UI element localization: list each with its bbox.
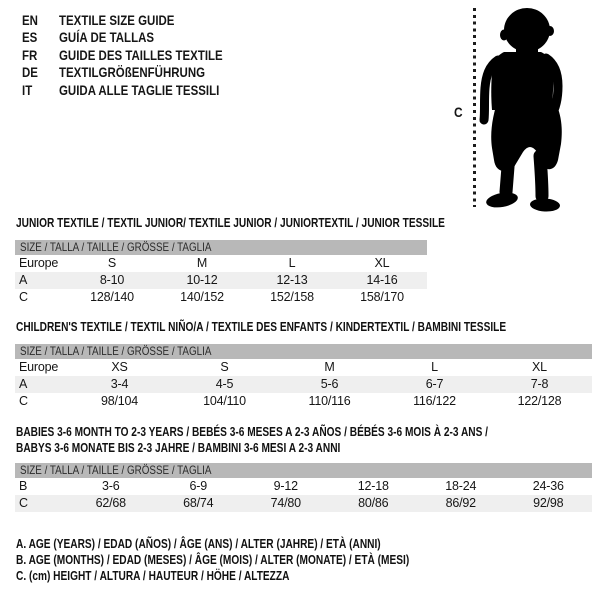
size-cell: 24-36 (532, 479, 564, 493)
language-code: DE (22, 64, 38, 81)
size-cell: S (107, 256, 117, 270)
language-code: ES (22, 29, 38, 46)
heading-line: JUNIOR TEXTILE / TEXTIL JUNIOR/ TEXTILE … (16, 215, 445, 230)
size-cell: 104/110 (203, 394, 246, 408)
size-cell: XL (374, 256, 390, 270)
size-cell: 3-4 (110, 377, 129, 391)
babies-size-table: SIZE / TALLA / TAILLE / GRÖSSE / TAGLIA … (15, 463, 592, 512)
table-header-text: SIZE / TALLA / TAILLE / GRÖSSE / TAGLIA (20, 463, 212, 477)
section-heading-babies: BABIES 3-6 MONTH TO 2-3 YEARS / BEBÉS 3-… (16, 424, 488, 456)
size-cell: 6-7 (425, 377, 444, 391)
heading-line: BABIES 3-6 MONTH TO 2-3 YEARS / BEBÉS 3-… (16, 424, 488, 439)
size-cell: XS (111, 360, 128, 374)
size-cell: 12-13 (276, 273, 308, 287)
language-code: FR (22, 46, 38, 63)
section-heading-children: CHILDREN'S TEXTILE / TEXTIL NIÑO/A / TEX… (16, 319, 506, 335)
size-cell: 6-9 (189, 479, 208, 493)
size-cell: 116/122 (413, 394, 456, 408)
size-cell: 74/80 (270, 496, 301, 510)
size-cell: 110/116 (308, 394, 351, 408)
size-cell: L (288, 256, 296, 270)
size-cell: 18-24 (445, 479, 477, 493)
table-header-text: SIZE / TALLA / TAILLE / GRÖSSE / TAGLIA (20, 240, 212, 254)
table-header-text: SIZE / TALLA / TAILLE / GRÖSSE / TAGLIA (20, 344, 212, 358)
size-cell: 10-12 (186, 273, 218, 287)
table-row: A 8-10 10-12 12-13 14-16 (15, 272, 427, 289)
language-code: IT (22, 81, 33, 98)
size-cell: M (196, 256, 208, 270)
size-cell: 7-8 (530, 377, 549, 391)
table-row: C 98/104 104/110 110/116 116/122 122/128 (15, 393, 592, 410)
row-label: A (19, 273, 28, 287)
size-cell: S (220, 360, 229, 374)
row-label: A (19, 377, 28, 391)
size-cell: 98/104 (100, 394, 139, 408)
language-row: ES GUÍA DE TALLAS (22, 29, 259, 47)
table-body: Europe S M L XL A 8-10 10-12 12-13 14-16 C 128/140 1… (15, 255, 427, 306)
language-row: FR GUIDE DES TAILLES TEXTILE (22, 46, 259, 64)
footnote-list: A. AGE (YEARS) / EDAD (AÑOS) / ÂGE (ANS)… (16, 536, 520, 584)
row-label: Europe (19, 360, 59, 374)
row-label: B (19, 479, 28, 493)
row-label: Europe (19, 256, 59, 270)
language-title-list: EN TEXTILE SIZE GUIDE ES GUÍA DE TALLAS … (22, 11, 259, 99)
size-cell: 158/170 (360, 290, 404, 304)
section-heading-junior: JUNIOR TEXTILE / TEXTIL JUNIOR/ TEXTILE … (16, 215, 445, 231)
size-cell: 140/152 (180, 290, 224, 304)
height-measure-dashed-line (473, 8, 476, 207)
junior-size-table: SIZE / TALLA / TAILLE / GRÖSSE / TAGLIA … (15, 240, 427, 306)
heading-line: CHILDREN'S TEXTILE / TEXTIL NIÑO/A / TEX… (16, 319, 507, 334)
size-cell: 14-16 (366, 273, 398, 287)
table-row: B 3-6 6-9 9-12 12-18 18-24 24-36 (15, 478, 592, 495)
size-cell: 86/92 (445, 496, 476, 510)
guide-title: GUIDA ALLE TAGLIE TESSILI (59, 81, 220, 98)
table-row: A 3-4 4-5 5-6 6-7 7-8 (15, 376, 592, 393)
row-label: C (19, 290, 28, 304)
table-body: Europe XS S M L XL A 3-4 4-5 5-6 6-7 7-8 C 98/104 104/… (15, 359, 592, 410)
language-row: IT GUIDA ALLE TAGLIE TESSILI (22, 81, 259, 99)
table-header-bar: SIZE / TALLA / TAILLE / GRÖSSE / TAGLIA (15, 240, 427, 255)
height-measure-label: C (454, 104, 463, 120)
size-cell: 9-12 (273, 479, 298, 493)
size-cell: 152/158 (270, 290, 314, 304)
table-row: C 62/68 68/74 74/80 80/86 86/92 92/98 (15, 495, 592, 512)
children-size-table: SIZE / TALLA / TAILLE / GRÖSSE / TAGLIA … (15, 344, 592, 410)
table-row: Europe XS S M L XL (15, 359, 592, 376)
size-cell: 80/86 (358, 496, 389, 510)
table-header-bar: SIZE / TALLA / TAILLE / GRÖSSE / TAGLIA (15, 344, 592, 359)
guide-title: TEXTILE SIZE GUIDE (59, 11, 175, 28)
heading-line: BABYS 3-6 MONATE BIS 2-3 JAHRE / BAMBINI… (16, 440, 341, 455)
size-cell: 128/140 (90, 290, 134, 304)
language-row: EN TEXTILE SIZE GUIDE (22, 11, 259, 29)
size-cell: 4-5 (215, 377, 234, 391)
size-cell: 12-18 (357, 479, 389, 493)
size-cell: 5-6 (320, 377, 339, 391)
size-cell: XL (532, 360, 547, 374)
table-row: C 128/140 140/152 152/158 158/170 (15, 289, 427, 306)
size-cell: 68/74 (183, 496, 214, 510)
table-header-bar: SIZE / TALLA / TAILLE / GRÖSSE / TAGLIA (15, 463, 592, 478)
size-cell: 122/128 (517, 394, 562, 408)
size-cell: 62/68 (95, 496, 126, 510)
size-cell: 92/98 (533, 496, 564, 510)
footnote-a: A. AGE (YEARS) / EDAD (AÑOS) / ÂGE (ANS)… (16, 536, 381, 551)
guide-title: GUIDE DES TAILLES TEXTILE (59, 46, 223, 63)
row-label: C (19, 394, 28, 408)
table-body: B 3-6 6-9 9-12 12-18 18-24 24-36 C 62/68 68/74 74/… (15, 478, 592, 512)
footnote-b: B. AGE (MONTHS) / EDAD (MESES) / ÂGE (MO… (16, 552, 410, 567)
size-cell: M (324, 360, 335, 374)
footnote-c: C. (cm) HEIGHT / ALTURA / HAUTEUR / HÖHE… (16, 568, 290, 583)
language-row: DE TEXTILGRÖßENFÜHRUNG (22, 64, 259, 82)
language-code: EN (22, 11, 38, 28)
table-row: Europe S M L XL (15, 255, 427, 272)
size-cell: 8-10 (99, 273, 125, 287)
size-cell: 3-6 (102, 479, 120, 493)
guide-title: TEXTILGRÖßENFÜHRUNG (59, 64, 206, 81)
row-label: C (19, 496, 28, 510)
guide-title: GUÍA DE TALLAS (59, 29, 155, 46)
size-cell: L (431, 360, 438, 374)
baby-silhouette (479, 8, 563, 212)
